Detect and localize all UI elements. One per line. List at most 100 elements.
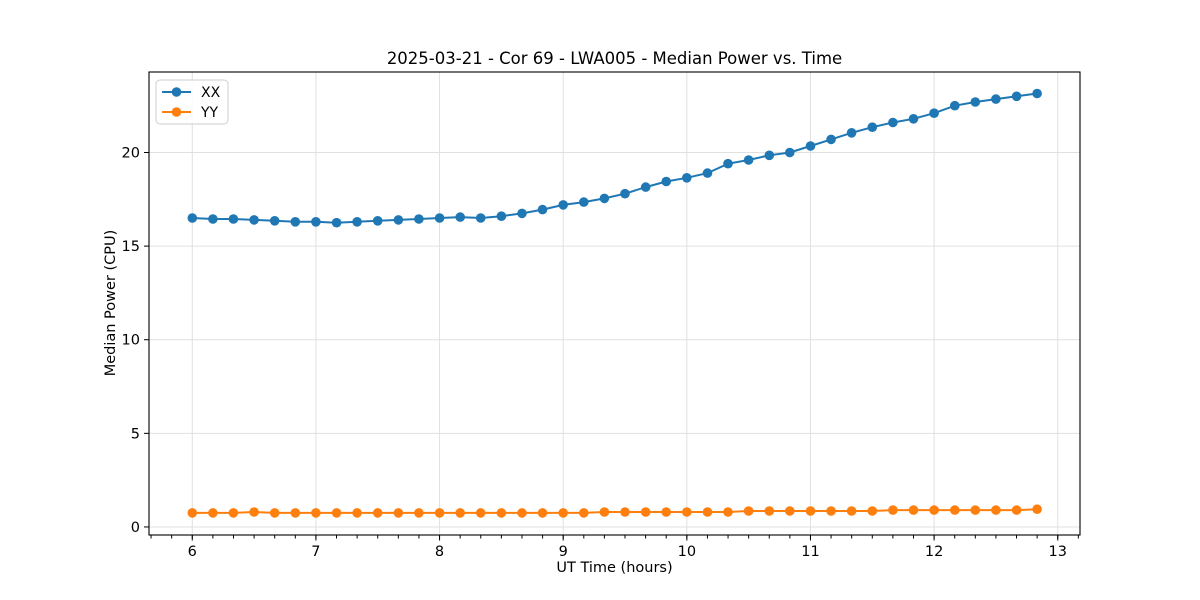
chart-title: 2025-03-21 - Cor 69 - LWA005 - Median Po… (386, 49, 843, 68)
y-tick-label: 15 (122, 239, 140, 255)
data-point-xx (764, 150, 775, 161)
data-point-yy (1011, 505, 1022, 515)
data-point-xx (331, 217, 342, 228)
x-tick-label: 8 (435, 544, 444, 560)
x-axis-label: UT Time (hours) (556, 560, 673, 576)
data-point-yy (496, 508, 507, 518)
data-point-yy (743, 506, 754, 516)
data-point-yy (888, 505, 898, 515)
data-point-xx (558, 200, 568, 210)
data-point-xx (950, 100, 960, 111)
data-point-yy (640, 507, 651, 517)
data-point-xx (991, 94, 1001, 104)
data-point-yy (372, 508, 383, 518)
data-point-yy (517, 508, 527, 518)
data-point-xx (579, 197, 589, 207)
data-point-xx (249, 215, 259, 225)
data-point-yy (970, 505, 981, 515)
data-point-xx (311, 217, 321, 227)
data-point-xx (805, 141, 816, 151)
data-point-yy (311, 508, 321, 518)
legend-label-xx: XX (201, 85, 221, 101)
data-point-xx (661, 176, 671, 187)
data-point-xx (826, 134, 836, 145)
data-point-xx (785, 147, 795, 158)
data-point-yy (661, 507, 671, 517)
data-point-yy (434, 508, 445, 518)
data-point-xx (475, 213, 486, 223)
data-point-xx (517, 208, 527, 219)
data-point-xx (599, 193, 610, 204)
data-point-xx (867, 122, 878, 132)
data-point-yy (991, 505, 1001, 515)
data-point-xx (208, 214, 218, 224)
y-tick-label: 10 (122, 333, 140, 349)
data-point-xx (1011, 91, 1022, 102)
x-tick-label: 11 (801, 544, 819, 560)
data-point-yy (929, 505, 939, 515)
data-point-yy (331, 508, 342, 518)
legend-label-yy: YY (200, 105, 219, 121)
data-point-yy (579, 508, 589, 518)
data-point-xx (393, 215, 404, 225)
data-point-yy (908, 505, 919, 515)
data-point-yy (846, 506, 857, 516)
data-point-xx (187, 213, 198, 223)
data-point-xx (455, 212, 466, 222)
y-axis-label: Median Power (CPU) (103, 229, 119, 377)
data-point-yy (269, 508, 280, 518)
data-point-yy (702, 507, 713, 517)
data-point-xx (620, 188, 630, 199)
data-point-xx (352, 217, 362, 227)
series-line-xx (192, 92, 1038, 224)
data-point-yy (249, 507, 259, 517)
data-point-yy (475, 508, 486, 518)
x-tick-label: 13 (1049, 544, 1067, 560)
data-point-yy (414, 508, 424, 518)
data-point-xx (537, 204, 548, 215)
data-point-xx (372, 216, 383, 226)
data-point-yy (1032, 504, 1042, 514)
y-tick-label: 0 (131, 520, 140, 536)
data-point-yy (723, 507, 733, 517)
data-point-xx (290, 217, 301, 227)
data-point-xx (496, 211, 507, 221)
x-tick-label: 7 (311, 544, 320, 560)
y-tick-label: 20 (122, 146, 140, 162)
data-point-yy (826, 506, 836, 516)
data-point-yy (599, 507, 610, 517)
data-point-yy (764, 506, 775, 516)
data-point-yy (228, 508, 239, 518)
x-tick-label: 12 (925, 544, 943, 560)
data-point-yy (187, 508, 198, 518)
data-point-yy (805, 506, 816, 516)
y-tick-label: 5 (131, 426, 140, 442)
data-point-xx (269, 216, 280, 226)
data-point-xx (1032, 88, 1042, 99)
data-point-xx (908, 114, 919, 124)
data-point-yy (558, 508, 568, 518)
data-point-xx (846, 128, 857, 138)
data-point-yy (682, 507, 692, 517)
data-point-xx (929, 108, 939, 118)
data-point-xx (702, 168, 713, 178)
data-point-yy (393, 508, 404, 518)
data-point-yy (208, 508, 218, 518)
data-point-yy (290, 508, 301, 518)
data-point-xx (434, 213, 445, 223)
data-point-yy (352, 508, 362, 518)
data-point-yy (867, 506, 878, 516)
data-point-xx (723, 158, 733, 169)
x-tick-label: 6 (188, 544, 197, 560)
legend-marker-xx (171, 87, 182, 97)
legend-marker-yy (171, 107, 182, 117)
axes-frame (148, 71, 1081, 536)
data-point-yy (455, 508, 466, 518)
data-point-yy (620, 507, 630, 517)
data-point-xx (888, 117, 898, 128)
data-point-xx (682, 173, 692, 183)
data-point-xx (970, 97, 981, 107)
data-point-xx (414, 214, 424, 224)
